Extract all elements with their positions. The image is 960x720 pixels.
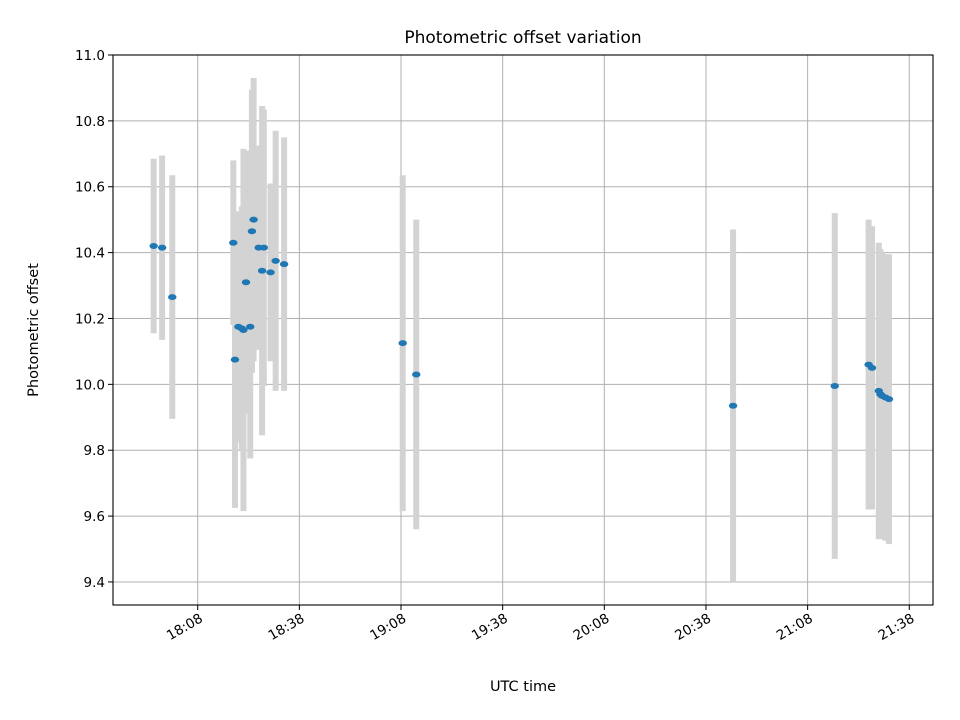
data-point: [398, 340, 407, 347]
x-tick-label: 19:38: [469, 611, 511, 644]
chart-title: Photometric offset variation: [404, 28, 641, 48]
data-point: [157, 244, 167, 251]
data-point: [728, 402, 738, 409]
x-tick-label: 20:08: [571, 611, 613, 644]
x-tick-label: 20:38: [672, 611, 714, 644]
data-point: [266, 269, 275, 276]
x-tick-label: 18:38: [266, 611, 308, 644]
data-point: [149, 243, 158, 250]
data-point: [867, 364, 877, 371]
data-point: [271, 257, 280, 264]
plot-frame: [112, 54, 934, 606]
y-tick-label: 9.6: [84, 509, 105, 525]
y-axis-ticks: 9.4 9.6 9.8 10.0 10.2 10.4 10.6 10.8 11.0: [75, 48, 113, 591]
data-point: [830, 382, 839, 389]
y-tick-label: 10.0: [75, 377, 105, 393]
x-tick-label: 21:08: [774, 611, 816, 644]
error-bars: [150, 78, 892, 582]
data-point: [241, 279, 251, 286]
y-tick-label: 10.2: [75, 311, 105, 327]
data-point: [246, 323, 255, 330]
x-tick-label: 18:08: [164, 611, 206, 644]
x-axis-ticks: 18:08 18:38 19:08 19:38 20:08 20:38 21:08 21:38: [164, 605, 917, 644]
data-point: [257, 267, 267, 274]
data-point: [249, 216, 258, 223]
y-tick-label: 9.8: [84, 443, 105, 459]
x-tick-label: 21:38: [876, 611, 918, 644]
y-tick-label: 10.8: [75, 114, 105, 130]
data-point: [229, 239, 238, 246]
y-axis-label: Photometric offset: [26, 263, 42, 397]
y-tick-label: 10.6: [75, 180, 105, 196]
data-point: [230, 356, 240, 363]
data-point: [259, 244, 268, 251]
data-point: [884, 396, 894, 403]
x-tick-label: 19:08: [367, 611, 409, 644]
x-axis-label: UTC time: [490, 679, 556, 695]
data-point: [412, 371, 421, 378]
y-tick-label: 11.0: [75, 48, 105, 64]
y-tick-label: 10.4: [75, 246, 105, 262]
data-point: [279, 261, 289, 268]
y-tick-label: 9.4: [84, 575, 105, 591]
data-point: [247, 228, 257, 235]
data-points: [149, 216, 894, 409]
data-point: [239, 327, 248, 333]
data-point: [168, 294, 177, 301]
